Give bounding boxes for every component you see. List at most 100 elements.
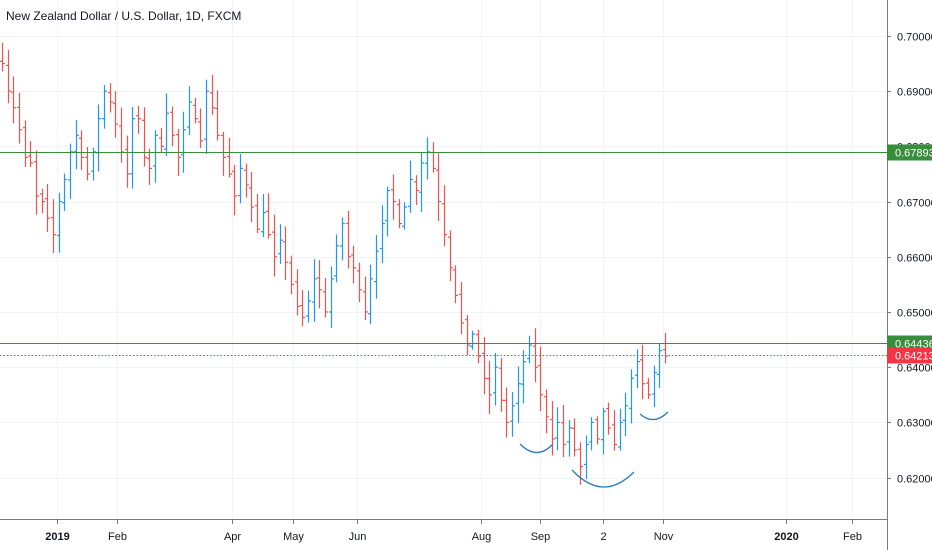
ohlc-bar [317,260,322,309]
ohlc-bar [323,277,328,318]
ohlc-bar [74,119,79,170]
ohlc-bar [465,315,470,356]
ohlc-bar [17,92,22,144]
price-tag: 0.67893 [887,144,932,161]
ohlc-bar [408,160,413,213]
ohlc-bar [550,401,555,456]
ohlc-bar [334,234,339,283]
ohlc-bar [448,230,453,282]
ohlc-bar [663,332,668,364]
ohlc-bar [249,171,254,222]
ohlc-bar [119,107,124,163]
ohlc-bar [544,389,549,434]
ohlc-bar [300,290,305,327]
ohlc-bars [0,42,668,485]
ohlc-bar [261,194,266,238]
time-axis[interactable]: 2019 Feb Apr May Jun Aug Sep 2 Nov 2020 Feb [45,519,862,543]
ohlc-bar [487,361,492,415]
ohlc-bar [499,358,504,412]
ohlc-bar [130,107,135,189]
ohlc-bar [34,150,39,215]
ohlc-bar [482,337,487,395]
ohlc-bar [278,224,283,264]
ohlc-bar [584,435,589,480]
ohlc-bar [340,217,345,261]
ohlc-bar [623,392,628,437]
time-tick-label: Jun [349,531,367,543]
ohlc-bar [221,131,226,176]
ohlc-bar [612,410,617,451]
ohlc-bar [640,344,645,400]
chart-title: New Zealand Dollar / U.S. Dollar, 1D, FX… [6,9,241,23]
ohlc-bar [595,416,600,445]
ohlc-bar [453,265,458,304]
ohlc-bar [368,264,373,325]
ohlc-bar [504,387,509,438]
price-tick-label: 0.62000 [897,474,932,486]
ohlc-bar [164,93,169,157]
ohlc-bar [351,245,356,284]
ohlc-bar [215,90,220,141]
ohlc-bar [567,420,572,457]
ohlc-bar [374,235,379,299]
ohlc-bar [493,352,498,406]
price-axis[interactable]: 0.700000.690000.680000.670000.660000.650… [887,32,932,486]
ohlc-bar [266,193,271,239]
ohlc-bar [232,164,237,216]
ohlc-bar [227,137,232,178]
ohlc-bar [244,163,249,198]
ohlc-bar [391,174,396,220]
ohlc-bar [306,290,311,323]
ohlc-bar [40,188,45,214]
ohlc-bar [113,91,118,138]
ohlc-bar [657,343,662,388]
ohlc-bar [289,255,294,295]
ohlc-bar [312,259,317,322]
ohlc-bar [470,330,475,350]
head-arc [571,469,635,488]
ohlc-bar [629,369,634,424]
ohlc-bar [589,417,594,451]
ohlc-bar [62,173,67,211]
ohlc-bar [516,366,521,423]
ohlc-bar [442,185,447,247]
ohlc-bar [181,111,186,173]
ohlc-bar [79,130,84,170]
ohlc-bar [11,76,16,124]
ohlc-bar [646,378,651,399]
time-tick-label: 2020 [774,531,798,543]
ohlc-bar [538,346,543,412]
price-levels [0,152,887,356]
ohlc-bar [28,141,33,168]
ohlc-bar [170,106,175,147]
ohlc-bar [147,148,152,185]
ohlc-bar [419,152,424,212]
ohlc-bar [555,407,560,451]
ohlc-bar [23,120,28,167]
time-tick-label: Apr [224,531,241,543]
ohlc-bar [198,108,203,148]
ohlc-bar [255,194,260,233]
ohlc-bar [357,262,362,303]
ohlc-bar [363,276,368,321]
ohlc-bar [402,202,407,230]
ohlc-bar [425,137,430,180]
ohlc-bar [283,226,288,281]
ohlc-bar [187,86,192,135]
ohlc-bar [436,153,441,221]
ohlc-bar [159,128,164,153]
ohlc-bar [414,175,419,205]
ohlc-bar [45,184,50,233]
ohlc-bar [57,192,62,253]
ohlc-bar [91,147,96,181]
time-tick-label: May [283,531,304,543]
ohlc-bar [510,392,515,437]
ohlc-bar [193,97,198,124]
